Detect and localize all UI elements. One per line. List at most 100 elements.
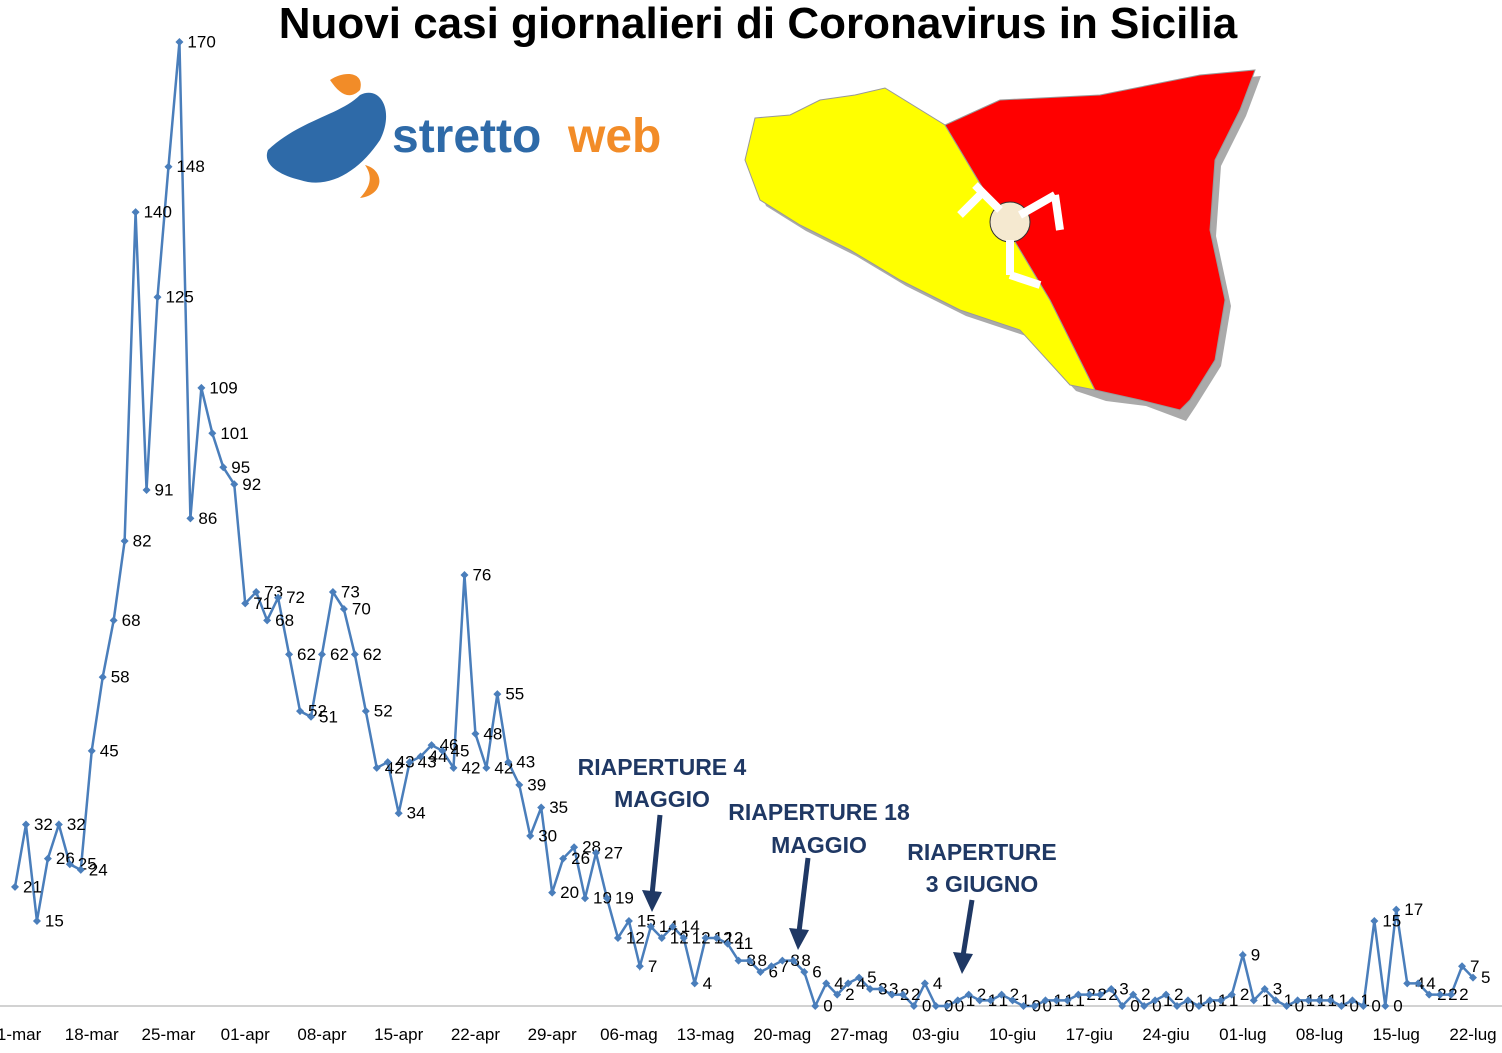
marker (296, 707, 305, 716)
data-label: 39 (527, 775, 546, 794)
marker (712, 933, 721, 942)
data-label: 20 (560, 883, 579, 902)
data-label: 0 (1207, 996, 1216, 1015)
marker (438, 746, 447, 755)
marker (1469, 973, 1477, 982)
arrow-head (789, 928, 809, 950)
marker (833, 990, 842, 999)
x-tick-label: 20-mag (754, 1025, 812, 1044)
marker (844, 979, 853, 988)
data-label: 14 (659, 917, 678, 936)
annotation-text: RIAPERTURE (907, 839, 1057, 865)
marker (504, 758, 513, 767)
logo-shape (360, 165, 380, 198)
marker (1063, 996, 1072, 1005)
data-label: 35 (549, 798, 568, 817)
marker (1052, 996, 1061, 1005)
marker (986, 996, 995, 1005)
data-label: 1 (1284, 991, 1293, 1010)
marker (1019, 1002, 1028, 1010)
data-label: 0 (922, 996, 931, 1015)
marker (855, 973, 864, 982)
data-label: 1 (1196, 991, 1205, 1010)
data-label: 82 (133, 531, 152, 550)
data-label: 2 (911, 985, 920, 1004)
data-label: 2 (1174, 985, 1183, 1004)
data-label: 68 (275, 611, 294, 630)
data-label: 2 (977, 985, 986, 1004)
marker (317, 650, 326, 659)
logo-text: web (567, 110, 661, 163)
data-label: 70 (352, 600, 371, 619)
marker (646, 922, 655, 931)
data-label: 3 (1119, 979, 1128, 998)
marker (230, 480, 239, 489)
data-label: 58 (111, 668, 130, 687)
marker (328, 588, 337, 597)
data-label: 42 (461, 758, 480, 777)
marker (350, 650, 359, 659)
marker (186, 514, 195, 523)
marker (1425, 990, 1434, 999)
marker (1370, 916, 1379, 925)
x-tick-label: 27-mag (830, 1025, 888, 1044)
marker (668, 922, 677, 931)
data-label: 52 (374, 702, 393, 721)
data-label: 27 (604, 843, 623, 862)
data-label: 17 (1404, 900, 1423, 919)
data-label: 5 (867, 968, 876, 987)
marker (1392, 905, 1401, 914)
marker (493, 690, 502, 699)
marker (537, 803, 546, 812)
marker (1249, 996, 1258, 1005)
marker (175, 38, 184, 46)
data-label: 7 (1470, 957, 1479, 976)
logo-text: stretto (392, 110, 541, 163)
marker (142, 485, 151, 494)
marker (1359, 1002, 1368, 1010)
marker (394, 809, 403, 818)
marker (909, 1002, 918, 1010)
line (13, 41, 1474, 1010)
marker (1216, 996, 1225, 1005)
marker (164, 162, 173, 171)
marker (931, 1002, 940, 1010)
marker (471, 729, 480, 738)
marker (581, 894, 590, 903)
x-tick-label: 13-mag (677, 1025, 735, 1044)
data-label: 0 (1185, 996, 1194, 1015)
marker (274, 593, 283, 602)
x-tick-label: 01-apr (221, 1025, 270, 1044)
marker (1183, 996, 1192, 1005)
annotation-text: RIAPERTURE 4 (578, 754, 747, 780)
marker (745, 956, 754, 965)
marker (701, 933, 710, 942)
marker (482, 763, 491, 772)
data-label: 1 (999, 991, 1008, 1010)
marker (109, 616, 118, 625)
marker (1304, 996, 1313, 1005)
marker (942, 1002, 951, 1010)
marker (383, 758, 392, 767)
marker (11, 882, 19, 891)
arrow-head (642, 890, 662, 912)
x-tick-label: 22-lug (1449, 1025, 1496, 1044)
marker (1227, 990, 1236, 999)
marker (87, 746, 96, 755)
marker (898, 990, 907, 999)
data-label: 109 (209, 378, 237, 397)
marker (559, 854, 568, 863)
marker (1447, 990, 1456, 999)
data-label: 4 (856, 974, 865, 993)
data-label: 9 (1251, 945, 1260, 964)
marker (21, 820, 30, 829)
marker (635, 962, 644, 971)
x-tick-label: 06-mag (600, 1025, 658, 1044)
x-tick-label: 08-apr (297, 1025, 346, 1044)
arrow (960, 899, 975, 957)
marker (1129, 990, 1138, 999)
marker (657, 933, 666, 942)
data-label: 1 (1360, 991, 1369, 1010)
data-label: 21 (23, 877, 42, 896)
data-label: 1 (1229, 991, 1238, 1010)
